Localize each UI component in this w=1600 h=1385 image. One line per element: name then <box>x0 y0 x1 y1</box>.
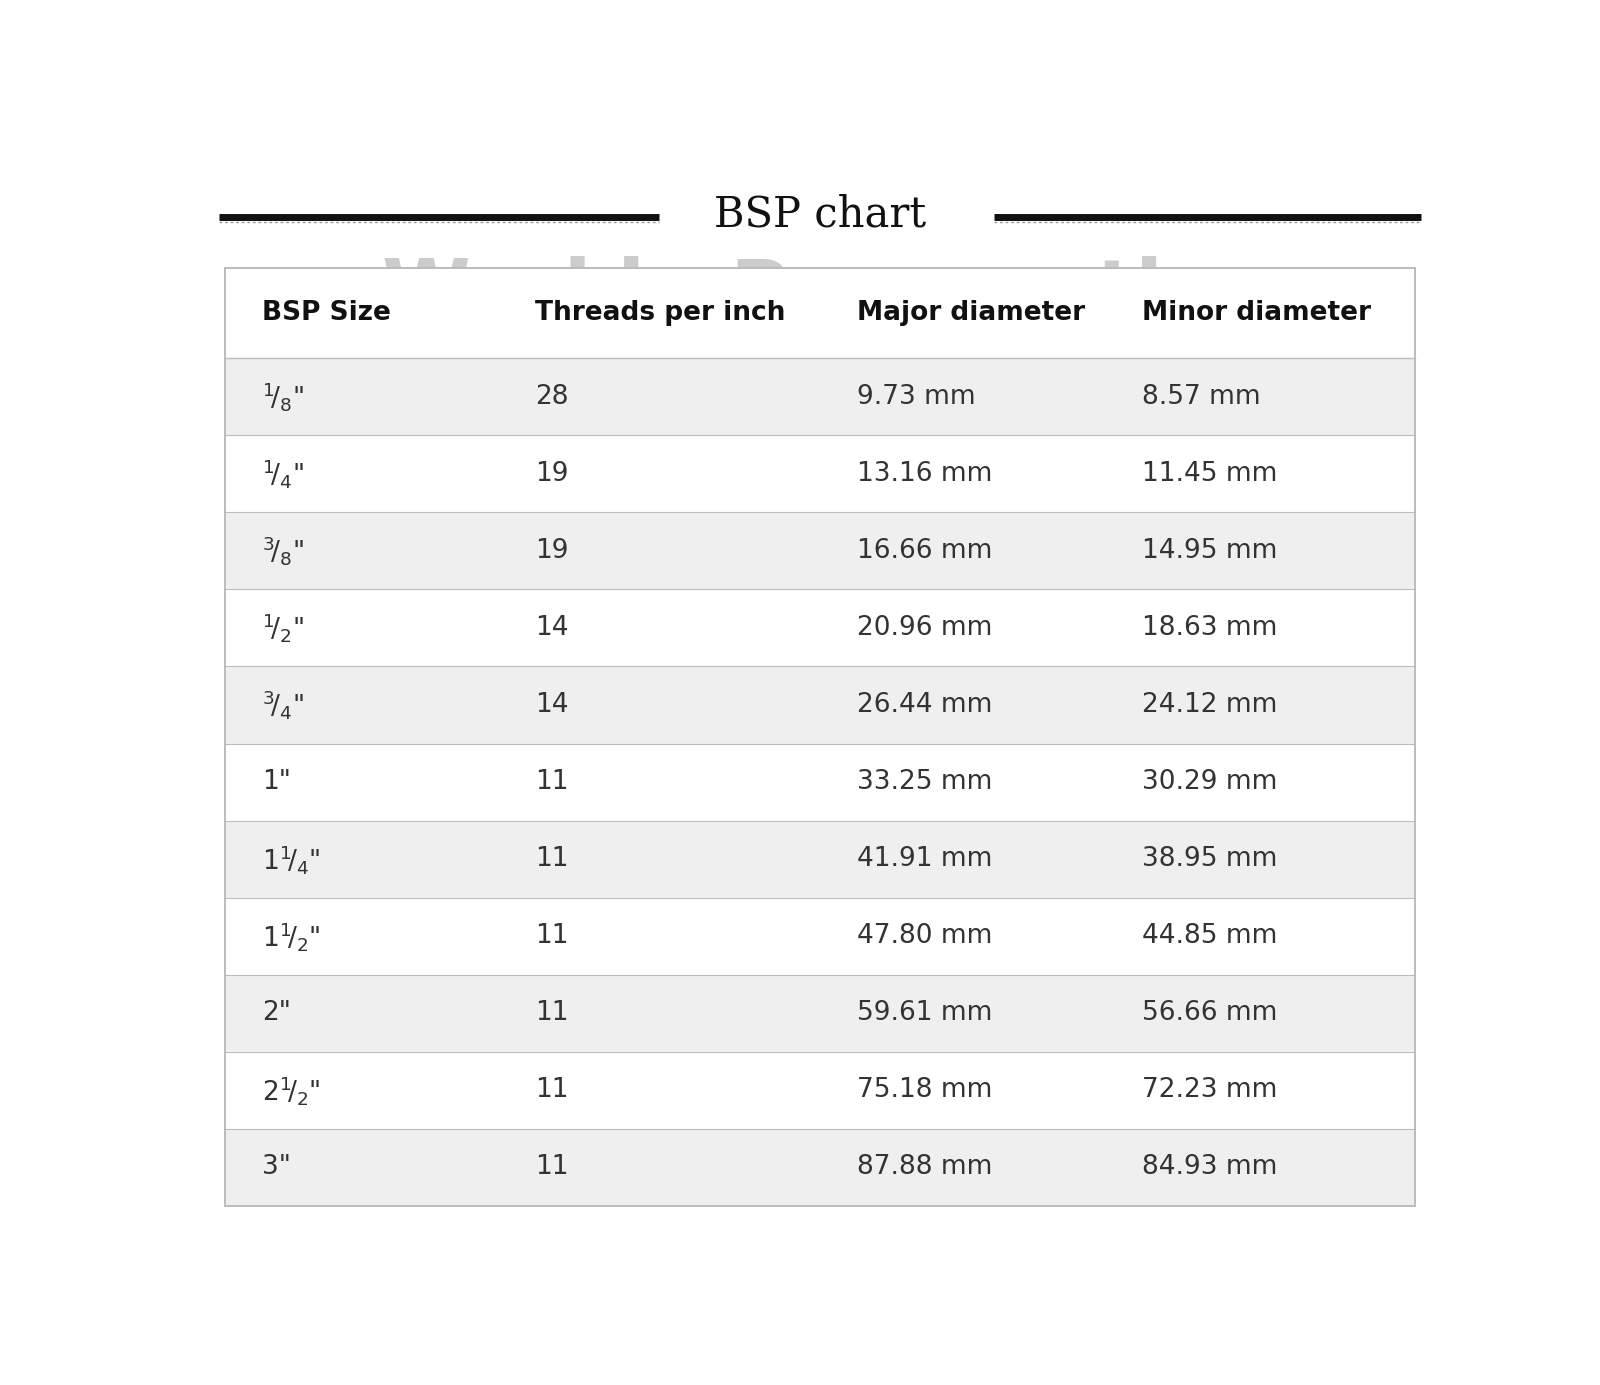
Text: $\mathregular{^3\!/_{8}}$": $\mathregular{^3\!/_{8}}$" <box>262 535 304 568</box>
Text: 11: 11 <box>534 1000 568 1026</box>
Text: 16.66 mm: 16.66 mm <box>858 537 992 564</box>
Bar <box>224 267 1414 359</box>
Text: $\mathregular{^1\!/_{8}}$": $\mathregular{^1\!/_{8}}$" <box>262 381 304 413</box>
Bar <box>224 590 1414 666</box>
Text: Wrekin Pneumatics: Wrekin Pneumatics <box>382 1051 1258 1129</box>
Text: $\mathregular{2^1\!/_{2}}$": $\mathregular{2^1\!/_{2}}$" <box>262 1073 320 1107</box>
Text: 11: 11 <box>534 1155 568 1180</box>
Text: BSP chart: BSP chart <box>714 193 926 235</box>
Text: 18.63 mm: 18.63 mm <box>1142 615 1278 641</box>
Text: 8.57 mm: 8.57 mm <box>1142 384 1261 410</box>
Text: 56.66 mm: 56.66 mm <box>1142 1000 1278 1026</box>
Text: 11: 11 <box>534 769 568 795</box>
Bar <box>224 744 1414 820</box>
Text: $\mathregular{1^1\!/_{4}}$": $\mathregular{1^1\!/_{4}}$" <box>262 842 320 875</box>
Text: Threads per inch: Threads per inch <box>534 299 786 325</box>
Text: $\mathregular{^1\!/_{4}}$": $\mathregular{^1\!/_{4}}$" <box>262 457 304 490</box>
Text: 14.95 mm: 14.95 mm <box>1142 537 1278 564</box>
Text: Minor diameter: Minor diameter <box>1142 299 1371 325</box>
Text: 84.93 mm: 84.93 mm <box>1142 1155 1278 1180</box>
Text: 11.45 mm: 11.45 mm <box>1142 461 1278 486</box>
Bar <box>224 1129 1414 1206</box>
Text: 47.80 mm: 47.80 mm <box>858 924 992 949</box>
Text: Wrekin Pneumatics: Wrekin Pneumatics <box>382 666 1258 744</box>
Text: 11: 11 <box>534 924 568 949</box>
Text: $\mathregular{^3\!/_{4}}$": $\mathregular{^3\!/_{4}}$" <box>262 688 304 722</box>
Text: 30.29 mm: 30.29 mm <box>1142 769 1278 795</box>
Text: Wrekin Pneumatics: Wrekin Pneumatics <box>382 256 1258 334</box>
Text: 1": 1" <box>262 769 291 795</box>
Text: 59.61 mm: 59.61 mm <box>858 1000 992 1026</box>
Text: 19: 19 <box>534 461 568 486</box>
Text: 2": 2" <box>262 1000 291 1026</box>
Text: 13.16 mm: 13.16 mm <box>858 461 992 486</box>
Bar <box>224 359 1414 435</box>
Text: $\mathregular{1^1\!/_{2}}$": $\mathregular{1^1\!/_{2}}$" <box>262 920 320 953</box>
Text: 11: 11 <box>534 846 568 873</box>
Text: 44.85 mm: 44.85 mm <box>1142 924 1278 949</box>
Text: 87.88 mm: 87.88 mm <box>858 1155 992 1180</box>
Text: 24.12 mm: 24.12 mm <box>1142 692 1278 717</box>
Text: 3": 3" <box>262 1155 291 1180</box>
Text: 38.95 mm: 38.95 mm <box>1142 846 1278 873</box>
Text: 26.44 mm: 26.44 mm <box>858 692 992 717</box>
Text: 11: 11 <box>534 1078 568 1104</box>
Text: 14: 14 <box>534 615 568 641</box>
Text: 14: 14 <box>534 692 568 717</box>
Text: 19: 19 <box>534 537 568 564</box>
Text: 41.91 mm: 41.91 mm <box>858 846 992 873</box>
Bar <box>224 1051 1414 1129</box>
Text: $\mathregular{^1\!/_{2}}$": $\mathregular{^1\!/_{2}}$" <box>262 611 304 644</box>
Text: 20.96 mm: 20.96 mm <box>858 615 992 641</box>
Text: 75.18 mm: 75.18 mm <box>858 1078 992 1104</box>
Text: 33.25 mm: 33.25 mm <box>858 769 992 795</box>
Text: Major diameter: Major diameter <box>858 299 1085 325</box>
Bar <box>224 666 1414 744</box>
Text: BSP Size: BSP Size <box>262 299 390 325</box>
Text: 72.23 mm: 72.23 mm <box>1142 1078 1278 1104</box>
Bar <box>224 435 1414 512</box>
Text: 9.73 mm: 9.73 mm <box>858 384 976 410</box>
Bar <box>224 512 1414 590</box>
Text: 28: 28 <box>534 384 568 410</box>
Bar <box>224 820 1414 897</box>
Bar <box>224 897 1414 975</box>
Bar <box>224 975 1414 1051</box>
